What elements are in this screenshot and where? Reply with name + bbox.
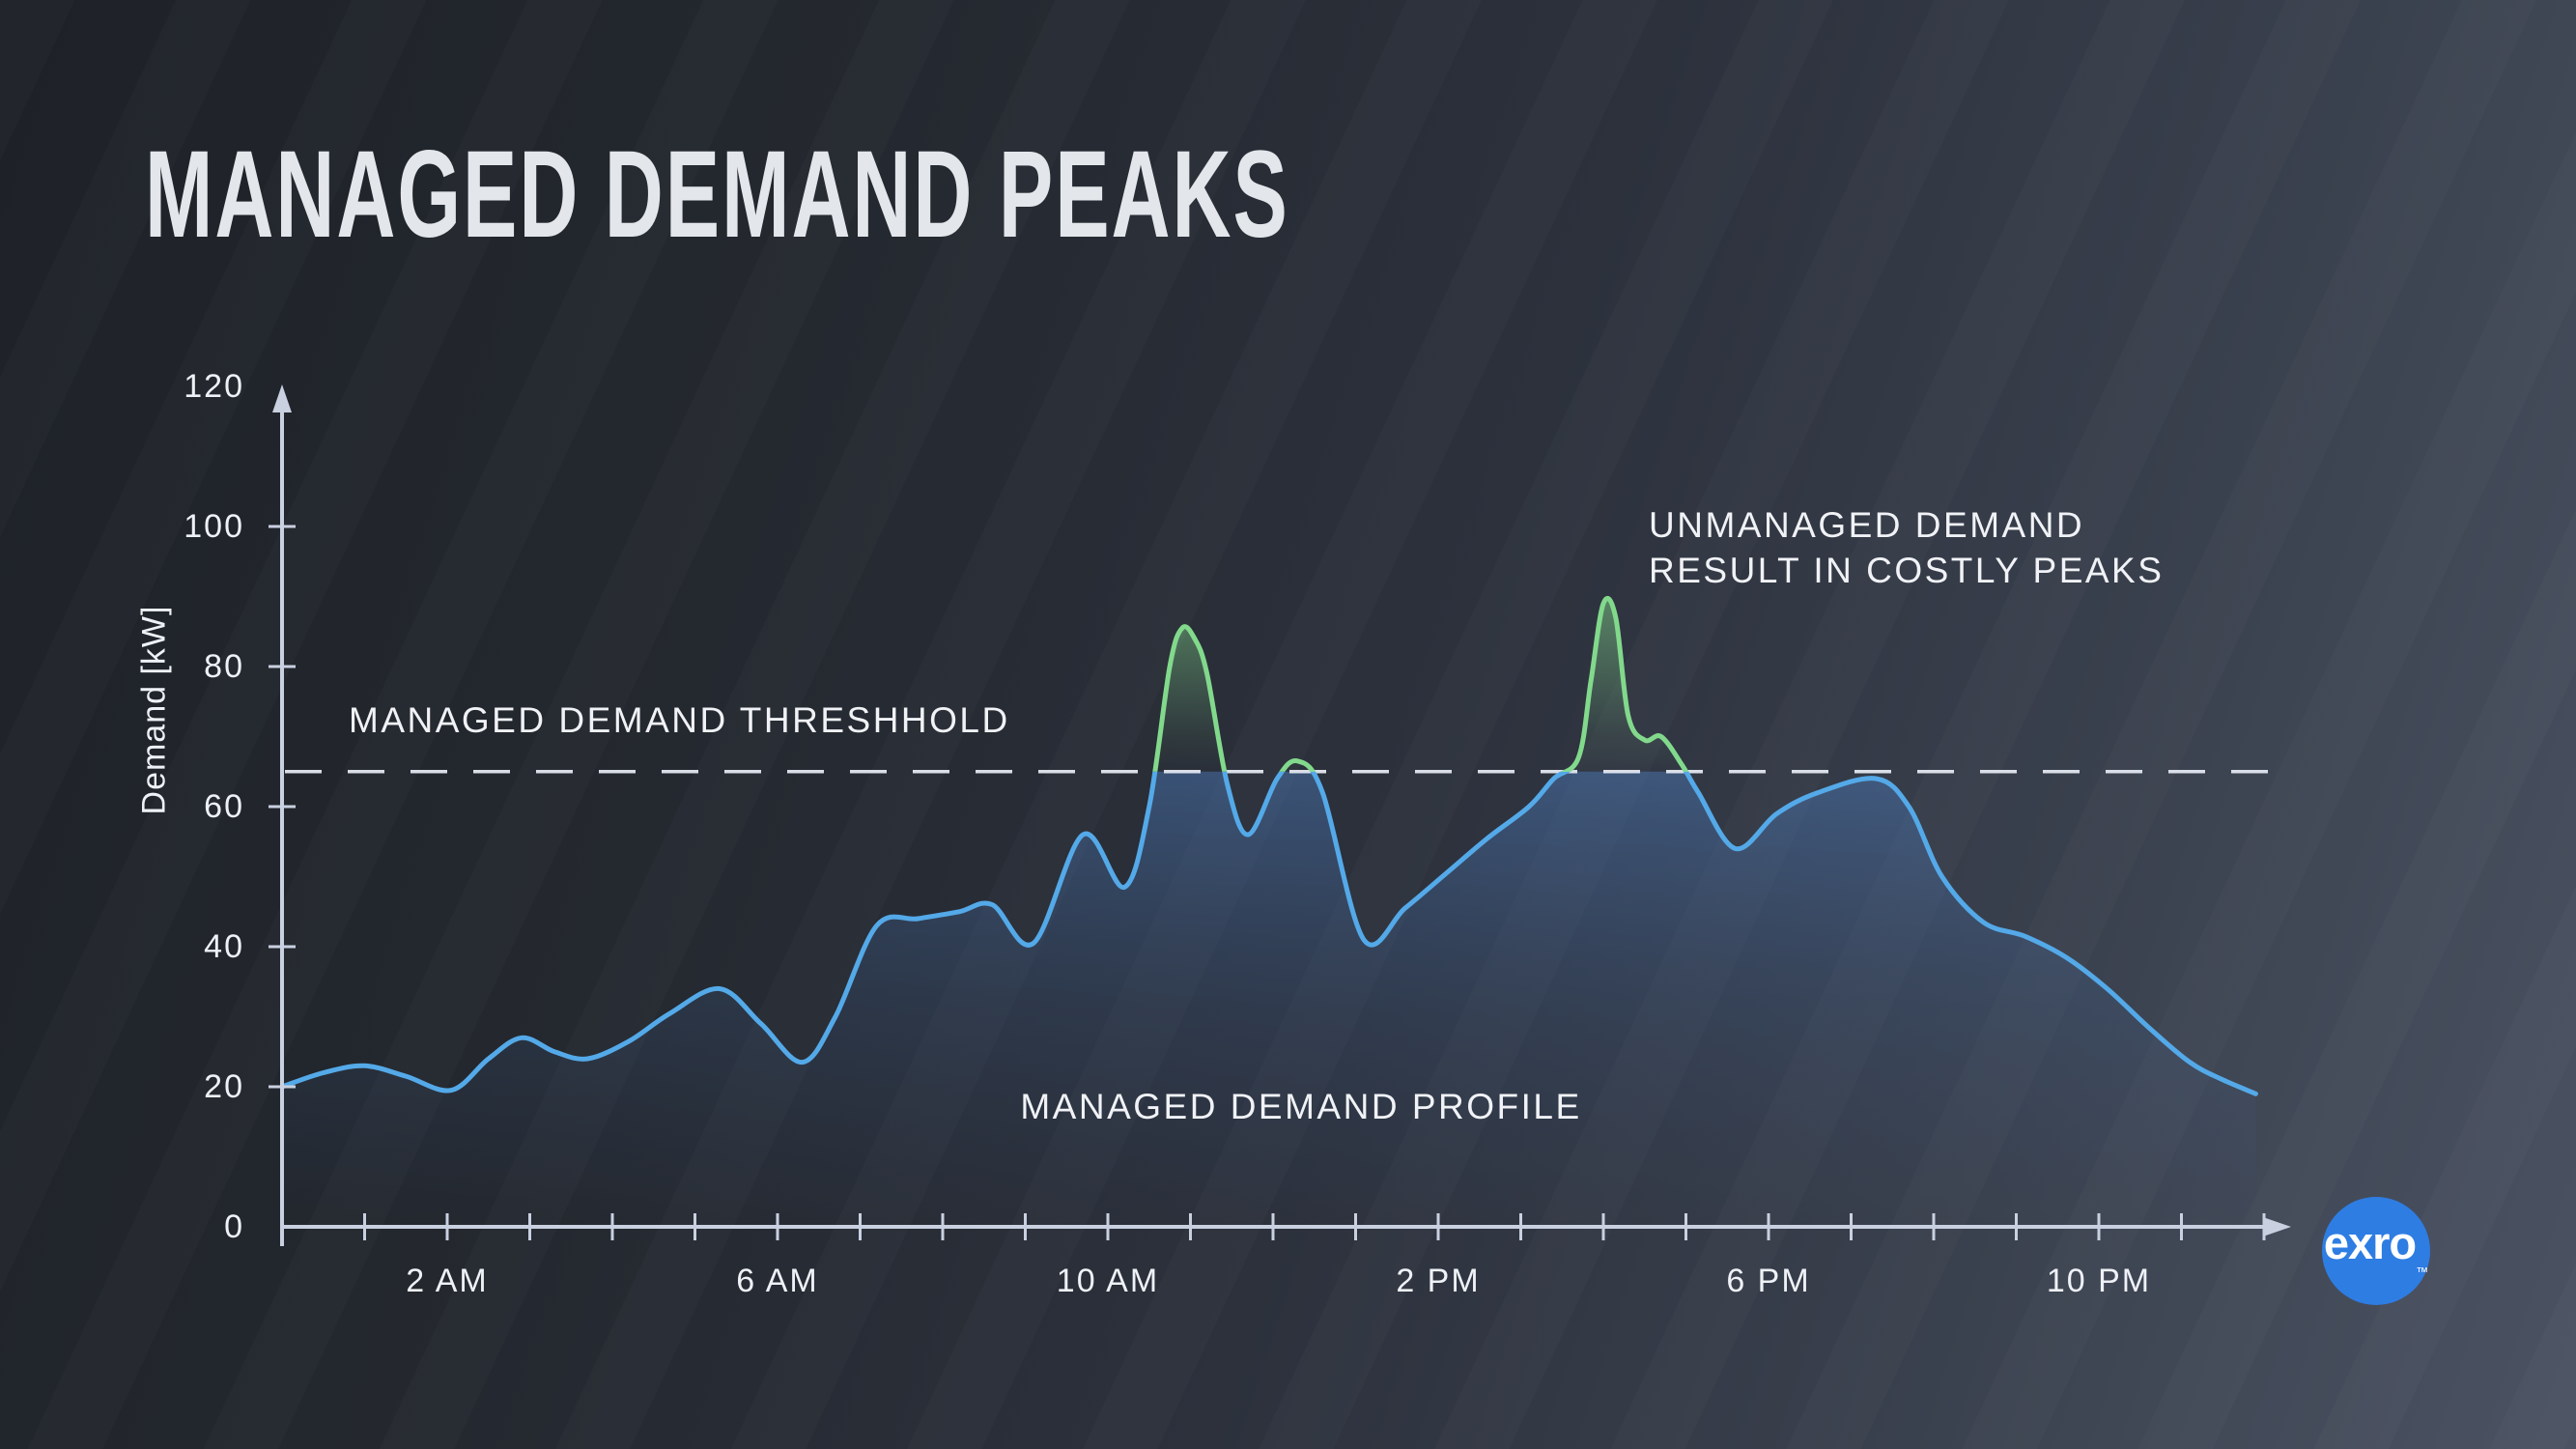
- y-axis-title: Demand [kW]: [135, 605, 173, 815]
- y-tick-label: 20: [204, 1068, 244, 1105]
- y-tick-label: 80: [204, 648, 244, 685]
- managed-demand-line: [279, 771, 2258, 1096]
- unmanaged-peaks-label-line2: RESULT IN COSTLY PEAKS: [1649, 551, 2165, 590]
- y-tick-label: 120: [184, 368, 244, 405]
- unmanaged-peaks-label-line1: UNMANAGED DEMAND: [1649, 505, 2085, 545]
- x-tick-label: 2 PM: [1396, 1263, 1481, 1299]
- unmanaged-demand-line: [1152, 595, 1689, 772]
- x-tick-label: 2 AM: [406, 1263, 489, 1299]
- y-tick-label: 60: [204, 788, 244, 825]
- x-tick-label: 10 PM: [2046, 1263, 2152, 1299]
- managed-demand-area: [282, 771, 2256, 1227]
- x-tick-label: 6 PM: [1726, 1263, 1811, 1299]
- unmanaged-peaks-label: UNMANAGED DEMAND RESULT IN COSTLY PEAKS: [1649, 502, 2164, 593]
- threshold-label: MANAGED DEMAND THRESHHOLD: [349, 700, 1010, 740]
- y-tick-label: 100: [184, 508, 244, 545]
- exro-logo: exro™: [2322, 1197, 2430, 1305]
- exro-logo-wordmark: exro™: [2323, 1217, 2429, 1279]
- y-tick-label: 40: [204, 928, 244, 965]
- x-tick-label: 10 AM: [1056, 1263, 1160, 1299]
- trademark-icon: ™: [2416, 1264, 2429, 1279]
- y-axis-arrow-icon: [272, 384, 292, 412]
- x-axis-arrow-icon: [2263, 1217, 2291, 1236]
- unmanaged-peak-area: [1154, 598, 1686, 772]
- x-tick-label: 6 AM: [736, 1263, 819, 1299]
- page-title: MANAGED DEMAND PEAKS: [145, 126, 1289, 264]
- y-tick-label: 0: [224, 1208, 244, 1245]
- managed-profile-label: MANAGED DEMAND PROFILE: [1020, 1087, 1582, 1126]
